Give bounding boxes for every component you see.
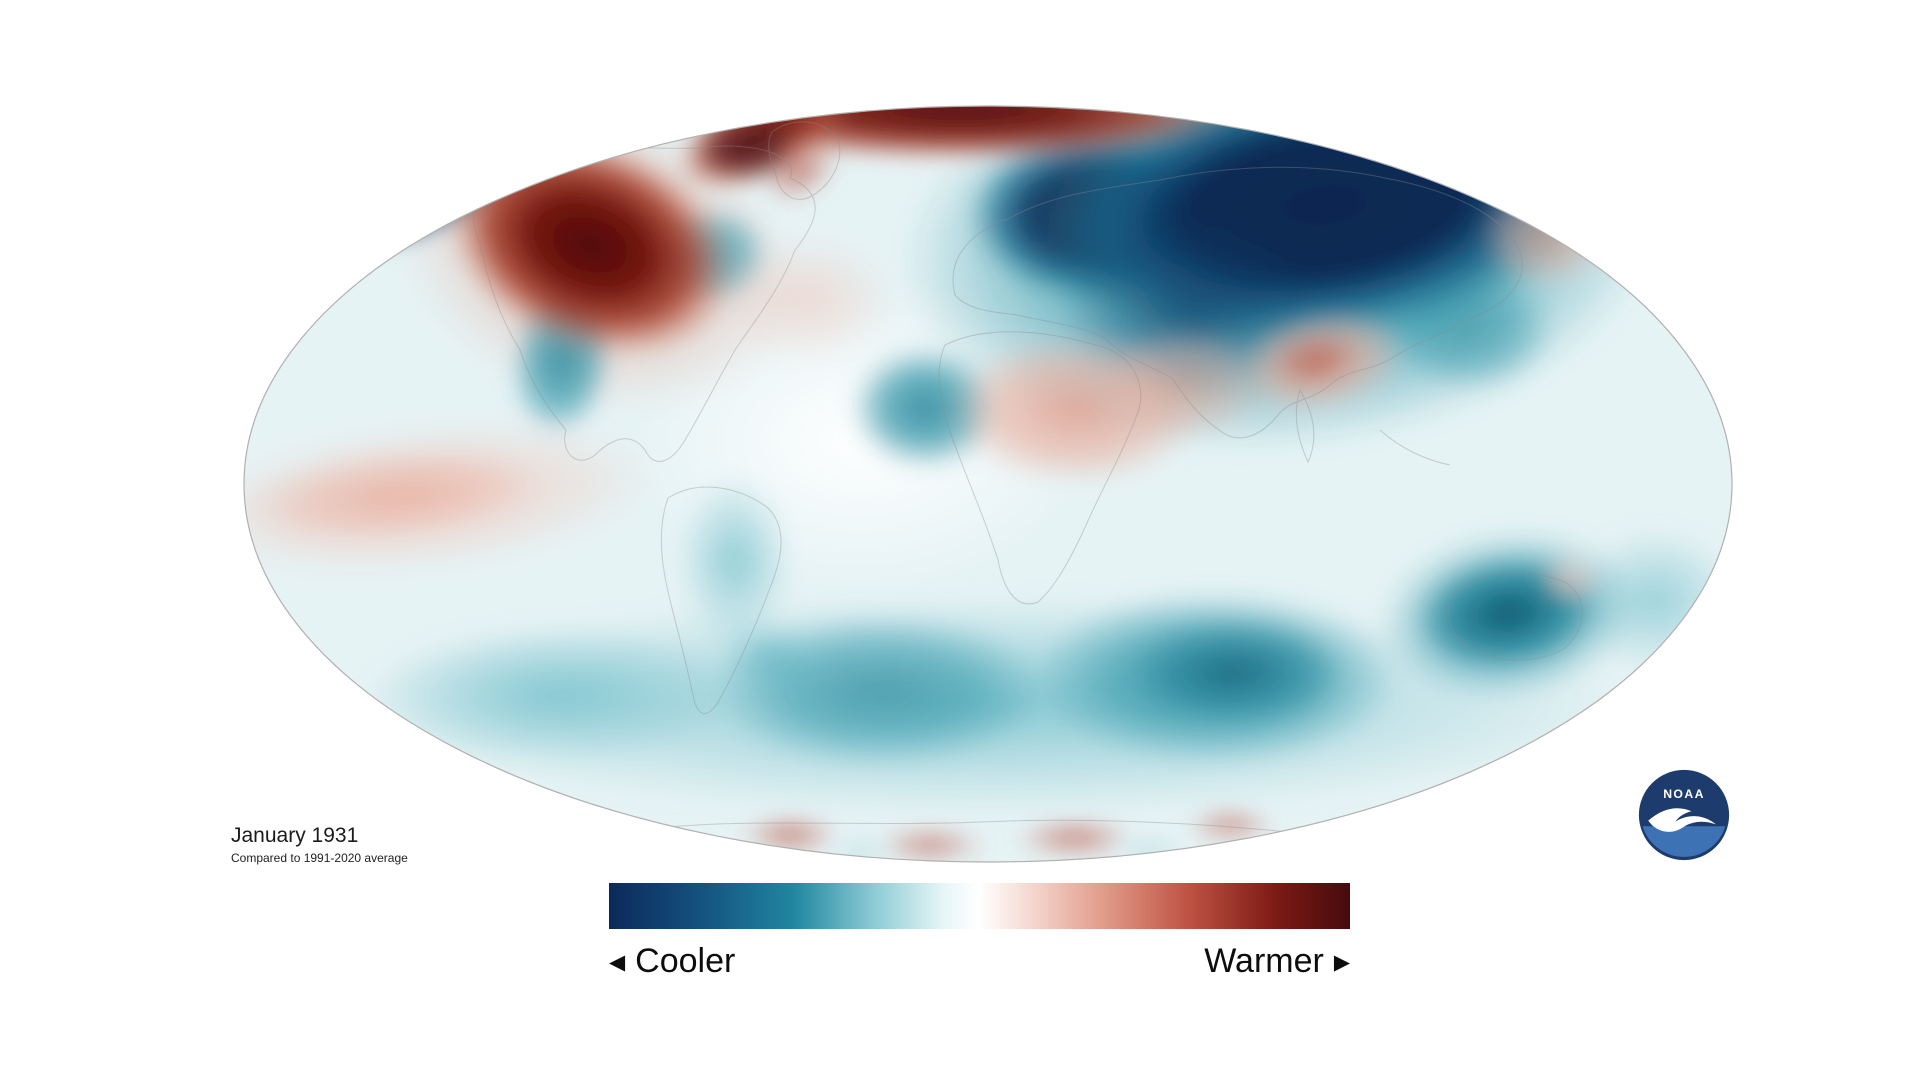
blob-iceland-warm [761, 141, 839, 203]
blob-coral-sea-warm [1538, 558, 1602, 602]
map-outline [243, 105, 1733, 863]
caption: January 1931 Compared to 1991-2020 avera… [231, 824, 408, 865]
coastline-australia [1447, 572, 1583, 661]
blob-south-pacific [370, 625, 750, 765]
warmer-arrow-icon: ▶ [1333, 951, 1350, 974]
legend-labels: ◀ Cooler Warmer ▶ [609, 942, 1350, 981]
blob-south-atlantic-cool [710, 612, 1050, 768]
coastline-eurasia [952, 166, 1523, 439]
blob-east-pacific-warm-core [244, 447, 540, 543]
coastline-africa [938, 331, 1142, 605]
map-date-label: January 1931 [231, 824, 359, 847]
logo-sea [1642, 826, 1726, 857]
logo-text: NOAA [1663, 787, 1705, 801]
cooler-arrow-icon: ◀ [609, 951, 626, 974]
noaa-logo: NOAA [1637, 768, 1731, 862]
blob-middle-east-warm [1100, 330, 1270, 440]
colorbar [609, 883, 1350, 929]
coastline-south-america [660, 486, 782, 714]
coastlines [472, 121, 1583, 846]
map-clip-group [244, 106, 1732, 862]
seagull-icon [1648, 808, 1716, 832]
cooler-label: Cooler [635, 942, 736, 980]
map-subtitle: Compared to 1991-2020 average [231, 851, 408, 865]
coastline-india [1295, 388, 1315, 464]
coastline-antarctica [559, 819, 1401, 846]
coastline-greenland [768, 121, 841, 200]
blob-india-warm-core [1270, 331, 1360, 389]
cooler-legend: ◀ Cooler [609, 942, 735, 981]
coastline-north-america [472, 145, 816, 462]
warmer-legend: Warmer ▶ [1204, 942, 1350, 981]
warmer-label: Warmer [1204, 942, 1324, 980]
blob-south-america-cool [677, 472, 793, 648]
blob-okhotsk-warm [1480, 185, 1610, 285]
blob-south-indian-core [1125, 617, 1345, 727]
coastline-southeast-asia [1379, 429, 1451, 466]
blob-north-atlantic-warm [713, 234, 897, 366]
